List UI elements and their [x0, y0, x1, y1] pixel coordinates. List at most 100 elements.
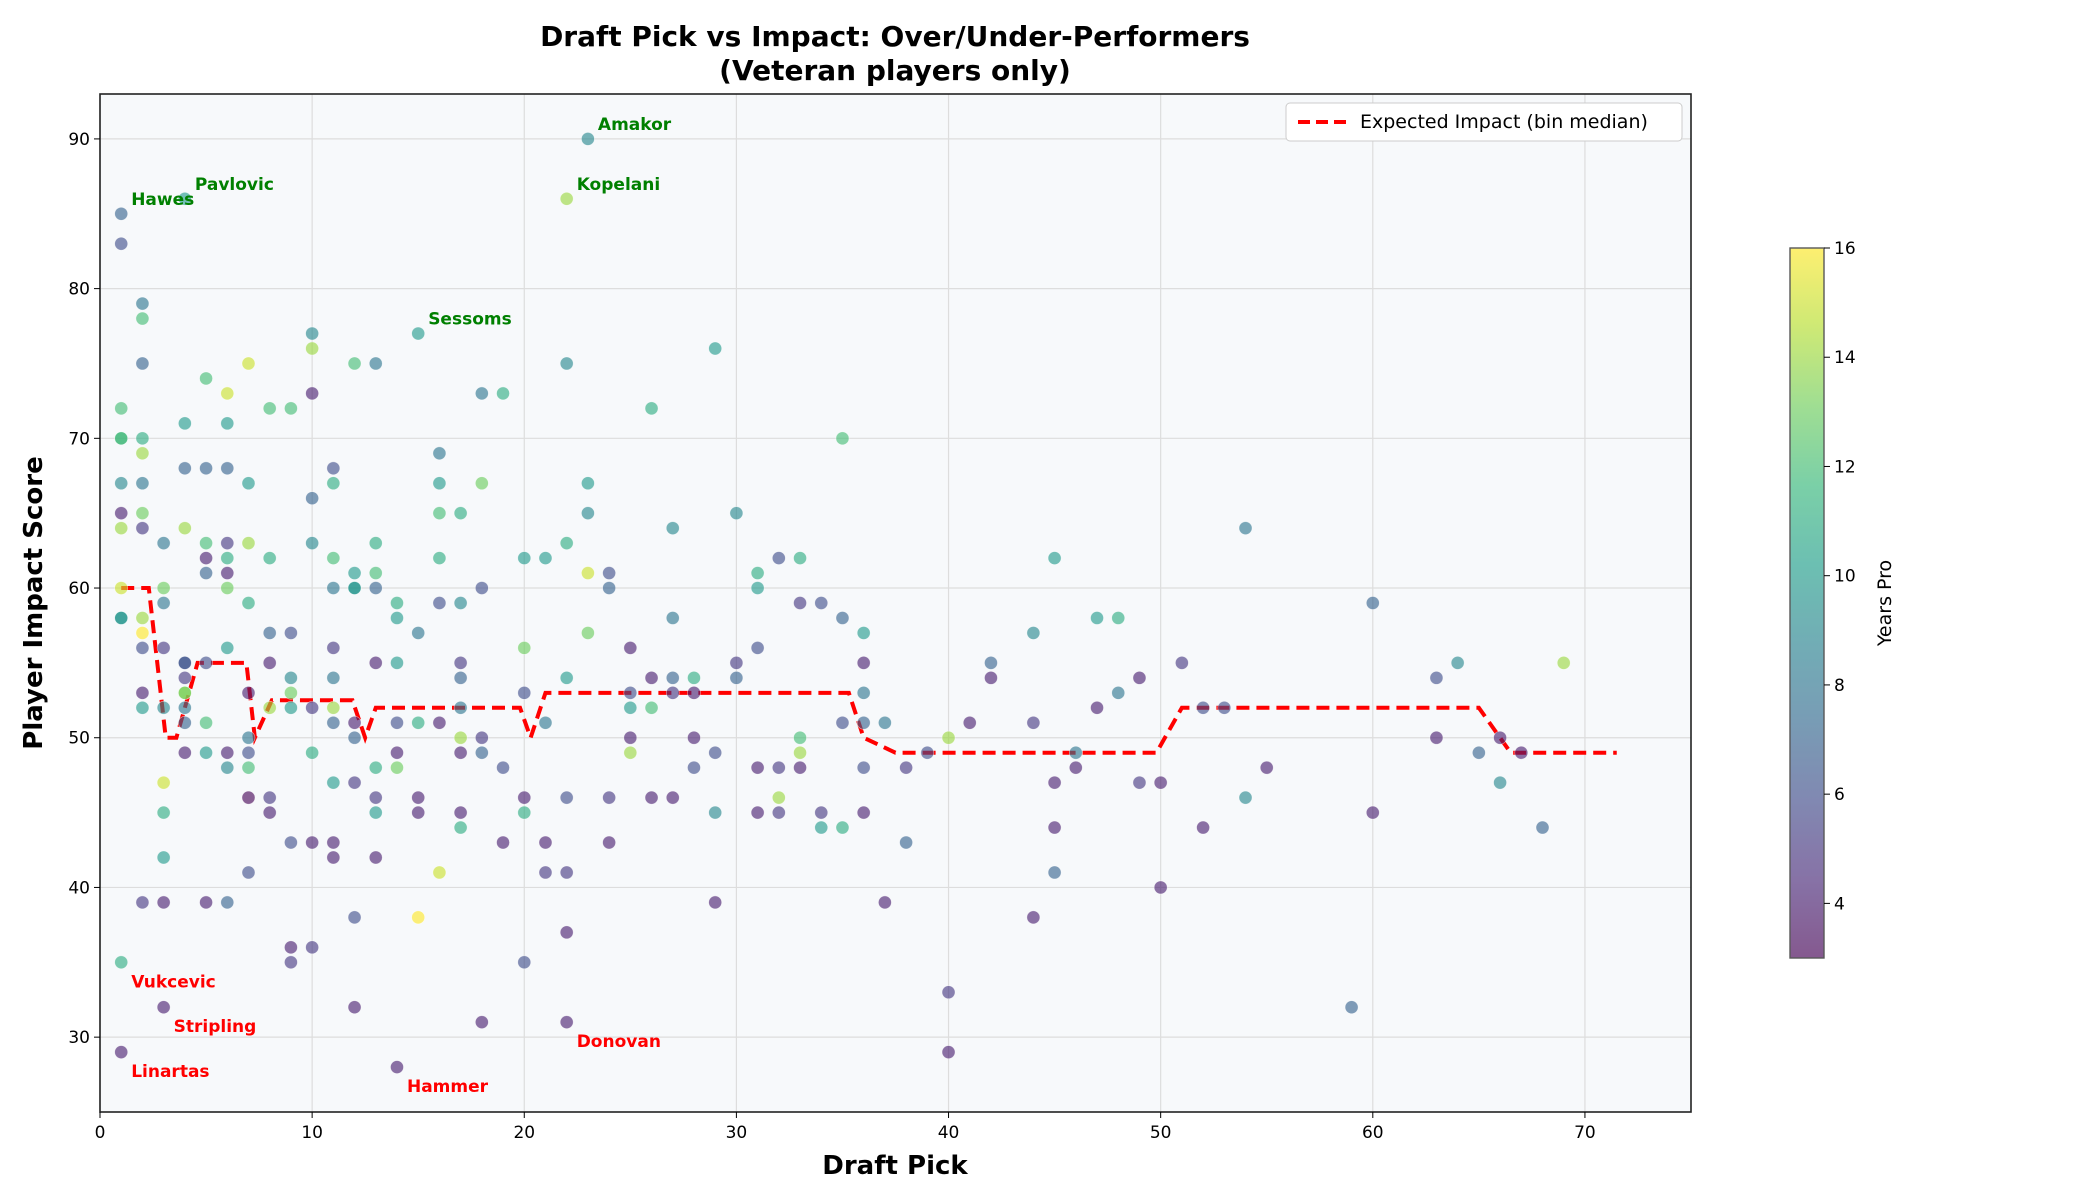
data-point — [326, 671, 341, 685]
data-point — [305, 700, 319, 715]
data-point — [432, 715, 447, 730]
data-point — [581, 566, 595, 580]
colorbar-tick-label: 14 — [1834, 348, 1856, 368]
data-point — [453, 671, 468, 685]
data-point — [623, 641, 638, 655]
data-point — [1366, 805, 1380, 820]
expected-impact-line — [121, 586, 1617, 755]
data-point — [559, 865, 574, 880]
data-point — [156, 775, 171, 790]
data-point — [496, 386, 510, 401]
data-point — [220, 895, 235, 910]
data-point — [347, 910, 362, 925]
data-point — [1026, 626, 1041, 640]
x-tick-label: 60 — [1362, 1123, 1384, 1143]
data-point — [475, 476, 489, 491]
data-point — [368, 656, 383, 670]
annotation-hawes: Hawes — [131, 190, 194, 210]
data-point — [729, 506, 744, 520]
data-point — [305, 326, 319, 341]
data-point — [1047, 865, 1062, 880]
data-point — [241, 865, 256, 880]
data-point — [708, 805, 722, 820]
data-point — [241, 730, 256, 745]
chart-title: Draft Pick vs Impact: Over/Under-Perform… — [0, 20, 1790, 88]
data-point — [347, 566, 362, 580]
data-point — [178, 686, 192, 700]
data-point — [284, 940, 298, 955]
plot-area — [100, 94, 1691, 1112]
data-point — [1217, 700, 1232, 715]
x-tick-label: 20 — [513, 1123, 535, 1143]
data-point — [453, 700, 468, 715]
data-point — [941, 1045, 956, 1059]
data-point — [1047, 551, 1062, 565]
data-point — [326, 476, 341, 491]
data-point — [1556, 656, 1571, 670]
y-tick-label: 40 — [68, 878, 90, 898]
data-point — [878, 715, 892, 730]
data-point — [772, 805, 786, 820]
data-point — [559, 671, 574, 685]
data-point — [814, 805, 829, 820]
data-point — [135, 626, 150, 640]
data-point — [156, 895, 171, 910]
data-point — [326, 775, 341, 790]
data-point — [899, 760, 913, 775]
data-point — [135, 521, 150, 535]
data-point — [559, 536, 574, 550]
data-point — [135, 611, 150, 625]
annotation-linartas: Linartas — [131, 1062, 209, 1082]
data-point — [602, 835, 616, 850]
annotation-vukcevic: Vukcevic — [131, 972, 216, 992]
data-point — [644, 671, 659, 685]
colorbar-gradient — [1789, 247, 1825, 959]
data-point — [1366, 596, 1380, 610]
y-tick-label: 70 — [68, 429, 90, 449]
data-point — [475, 386, 489, 401]
data-point — [262, 551, 277, 565]
data-point — [708, 341, 722, 356]
data-point — [326, 700, 341, 715]
annotation-sessoms: Sessoms — [428, 310, 512, 330]
data-point — [135, 356, 150, 371]
data-point — [178, 745, 192, 760]
data-point — [899, 835, 913, 850]
data-point — [559, 191, 574, 206]
data-point — [772, 760, 786, 775]
data-point — [453, 805, 468, 820]
data-point — [326, 461, 341, 476]
data-point — [1069, 760, 1083, 775]
data-point — [644, 700, 659, 715]
data-point — [581, 626, 595, 640]
data-point — [856, 626, 871, 640]
data-point — [814, 596, 829, 610]
data-point — [411, 805, 426, 820]
data-point — [135, 506, 150, 520]
data-point — [1344, 1000, 1359, 1015]
data-point — [220, 551, 235, 565]
x-tick-label: 30 — [726, 1123, 748, 1143]
data-point — [326, 641, 341, 655]
data-point — [1069, 745, 1083, 760]
data-point — [135, 476, 150, 491]
y-tick-label: 60 — [68, 579, 90, 599]
data-point — [793, 760, 807, 775]
data-point — [220, 581, 235, 595]
colorbar-tick-label: 16 — [1834, 239, 1856, 259]
data-point — [284, 835, 298, 850]
data-point — [411, 626, 426, 640]
x-tick-label: 70 — [1574, 1123, 1596, 1143]
data-point — [1450, 656, 1465, 670]
data-point — [326, 581, 341, 595]
data-point — [538, 715, 553, 730]
data-point — [835, 715, 850, 730]
data-point — [347, 1000, 362, 1015]
data-point — [496, 835, 510, 850]
data-point — [687, 760, 701, 775]
data-point — [835, 431, 850, 446]
data-point — [772, 551, 786, 565]
data-point — [368, 805, 383, 820]
data-point — [581, 506, 595, 520]
